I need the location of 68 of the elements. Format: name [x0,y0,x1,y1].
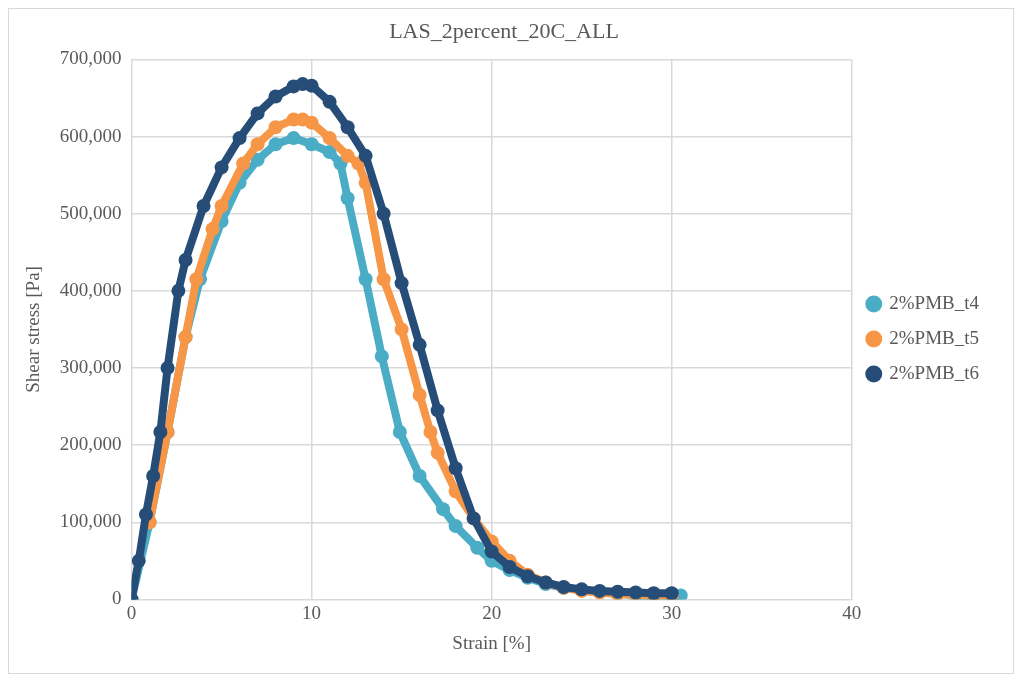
x-tick-label: 0 [126,601,137,623]
legend-label: 2%PMB_t4 [889,291,980,313]
point [214,198,229,213]
point [304,137,319,152]
y-tick-label: 500,000 [59,201,122,223]
point [250,106,265,121]
y-tick-label: 0 [112,587,122,609]
point [138,507,153,522]
point [436,502,451,517]
point [340,120,355,135]
point [322,94,337,109]
point [392,425,407,439]
point [250,152,265,167]
y-axis-title: Shear stress [Pa] [22,266,44,393]
point [178,252,193,267]
point [448,461,463,476]
point [304,78,319,93]
x-axis-title: Strain [%] [452,631,531,653]
point [322,144,337,159]
point [376,206,391,221]
point [394,276,409,291]
x-tick-label: 30 [662,601,682,623]
point [374,349,389,364]
point [412,468,427,483]
point [423,425,438,439]
x-tick-label: 40 [842,601,862,623]
point [394,322,409,337]
point [268,120,283,135]
point [322,131,337,146]
point [304,115,319,130]
point [340,191,355,206]
y-tick-label: 200,000 [59,433,122,455]
point [205,222,220,237]
legend-label: 2%PMB_t5 [889,326,980,348]
point [146,468,161,483]
point [232,131,247,146]
point [131,553,146,568]
point [250,137,265,152]
x-tick-label: 20 [482,601,502,623]
point [171,283,186,298]
point [160,360,175,375]
point [358,272,373,287]
point [340,148,355,163]
point [268,137,283,152]
legend-label: 2%PMB_t6 [889,361,980,383]
point [412,337,427,352]
point [470,540,485,555]
point [502,560,517,574]
y-tick-label: 600,000 [59,124,122,146]
point [448,519,463,534]
point [153,425,168,439]
x-tick-label: 10 [302,601,322,623]
point [236,156,251,171]
point [196,198,211,213]
y-tick-label: 700,000 [59,47,122,69]
chart-title: LAS_2percent_20C_ALL [389,17,619,43]
point [484,544,499,559]
y-tick-label: 400,000 [59,278,122,300]
point [358,148,373,163]
point [430,445,445,460]
point [268,89,283,104]
y-tick-label: 100,000 [59,510,122,532]
y-tick-label: 300,000 [59,355,122,377]
point [376,272,391,287]
point [214,160,229,175]
point [430,403,445,418]
point [286,131,301,146]
point [412,387,427,402]
